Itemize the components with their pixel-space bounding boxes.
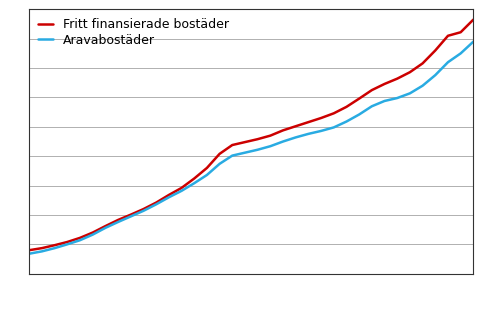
Aravabostäder: [102, 226, 108, 230]
Aravabostäder: [90, 233, 96, 236]
Fritt finansierade bostäder: [229, 143, 235, 147]
Fritt finansierade bostäder: [344, 105, 349, 109]
Fritt finansierade bostäder: [255, 137, 261, 141]
Aravabostäder: [166, 195, 172, 199]
Fritt finansierade bostäder: [204, 166, 210, 170]
Fritt finansierade bostäder: [102, 224, 108, 228]
Fritt finansierade bostäder: [382, 82, 387, 86]
Aravabostäder: [39, 249, 45, 253]
Aravabostäder: [128, 215, 134, 218]
Aravabostäder: [305, 132, 311, 136]
Aravabostäder: [52, 246, 58, 250]
Aravabostäder: [394, 96, 400, 100]
Aravabostäder: [229, 154, 235, 157]
Aravabostäder: [470, 40, 476, 44]
Aravabostäder: [26, 252, 32, 256]
Fritt finansierade bostäder: [293, 124, 299, 128]
Aravabostäder: [420, 84, 426, 88]
Fritt finansierade bostäder: [166, 193, 172, 197]
Aravabostäder: [458, 52, 464, 55]
Aravabostäder: [356, 113, 362, 116]
Aravabostäder: [280, 140, 286, 143]
Aravabostäder: [217, 162, 223, 166]
Fritt finansierade bostäder: [420, 62, 426, 65]
Aravabostäder: [153, 202, 159, 206]
Aravabostäder: [445, 60, 451, 64]
Fritt finansierade bostäder: [191, 177, 197, 180]
Aravabostäder: [204, 173, 210, 177]
Aravabostäder: [331, 126, 337, 129]
Fritt finansierade bostäder: [39, 246, 45, 250]
Fritt finansierade bostäder: [407, 70, 413, 74]
Fritt finansierade bostäder: [356, 97, 362, 100]
Fritt finansierade bostäder: [369, 88, 375, 92]
Aravabostäder: [369, 104, 375, 108]
Fritt finansierade bostäder: [470, 18, 476, 21]
Aravabostäder: [267, 144, 273, 148]
Aravabostäder: [191, 181, 197, 185]
Fritt finansierade bostäder: [318, 116, 324, 120]
Legend: Fritt finansierade bostäder, Aravabostäder: Fritt finansierade bostäder, Aravabostäd…: [34, 14, 233, 50]
Fritt finansierade bostäder: [331, 111, 337, 115]
Fritt finansierade bostäder: [26, 248, 32, 252]
Aravabostäder: [407, 91, 413, 95]
Aravabostäder: [179, 189, 184, 193]
Fritt finansierade bostäder: [90, 231, 96, 234]
Line: Aravabostäder: Aravabostäder: [29, 42, 473, 254]
Aravabostäder: [382, 99, 387, 103]
Fritt finansierade bostäder: [267, 134, 273, 137]
Fritt finansierade bostäder: [77, 236, 83, 240]
Aravabostäder: [344, 120, 349, 123]
Aravabostäder: [115, 220, 121, 224]
Fritt finansierade bostäder: [52, 243, 58, 247]
Aravabostäder: [318, 129, 324, 133]
Aravabostäder: [141, 209, 146, 213]
Aravabostäder: [255, 148, 261, 151]
Fritt finansierade bostäder: [445, 34, 451, 38]
Fritt finansierade bostäder: [64, 240, 70, 244]
Line: Fritt finansierade bostäder: Fritt finansierade bostäder: [29, 20, 473, 250]
Aravabostäder: [242, 151, 248, 155]
Fritt finansierade bostäder: [305, 120, 311, 124]
Fritt finansierade bostäder: [280, 128, 286, 132]
Aravabostäder: [64, 243, 70, 246]
Fritt finansierade bostäder: [217, 152, 223, 156]
Aravabostäder: [293, 136, 299, 139]
Fritt finansierade bostäder: [432, 49, 438, 52]
Fritt finansierade bostäder: [458, 30, 464, 34]
Aravabostäder: [432, 73, 438, 77]
Fritt finansierade bostäder: [128, 213, 134, 216]
Fritt finansierade bostäder: [115, 218, 121, 222]
Fritt finansierade bostäder: [179, 186, 184, 190]
Aravabostäder: [77, 238, 83, 242]
Fritt finansierade bostäder: [394, 77, 400, 81]
Fritt finansierade bostäder: [141, 207, 146, 211]
Fritt finansierade bostäder: [242, 140, 248, 144]
Fritt finansierade bostäder: [153, 201, 159, 204]
